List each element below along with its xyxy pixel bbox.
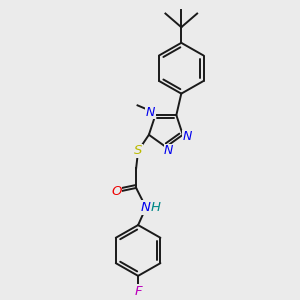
Text: O: O	[111, 185, 122, 198]
Text: S: S	[134, 144, 142, 157]
Text: N: N	[146, 106, 155, 119]
Text: N: N	[141, 201, 151, 214]
Text: F: F	[134, 285, 142, 298]
Text: N: N	[183, 130, 193, 143]
Text: H: H	[151, 201, 161, 214]
Text: N: N	[164, 144, 173, 157]
